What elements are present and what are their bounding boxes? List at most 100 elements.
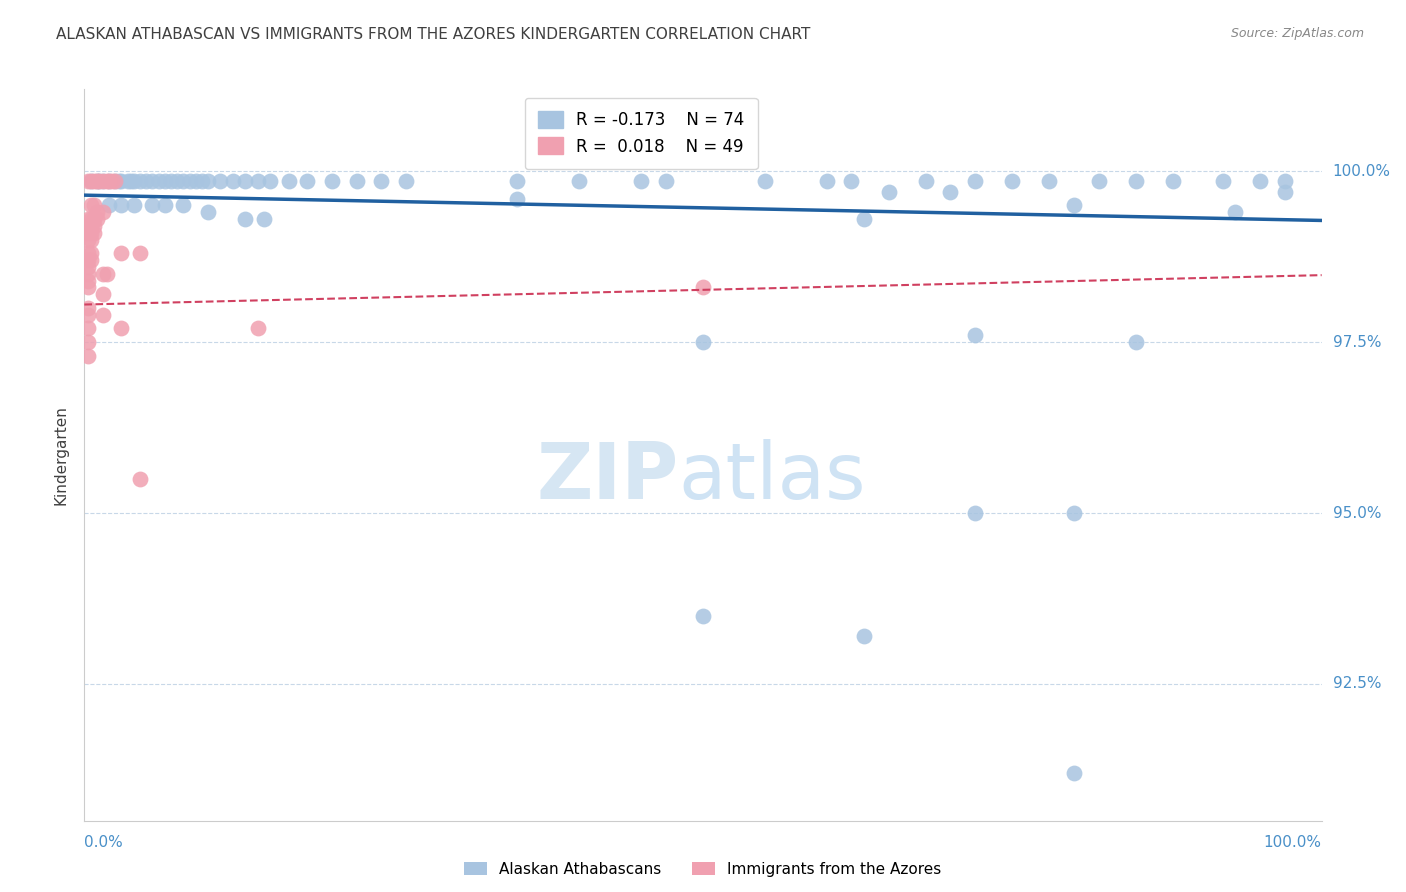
Point [89, 174, 111, 188]
Text: 97.5%: 97.5% [1333, 334, 1381, 350]
Point [79, 212, 101, 227]
Point [77, 274, 100, 288]
Point [1212, 174, 1234, 188]
Point [184, 174, 207, 188]
Point [153, 198, 176, 212]
Text: ZIP: ZIP [536, 439, 678, 515]
Point [321, 174, 343, 188]
Point [209, 174, 232, 188]
Point [233, 212, 256, 227]
Point [110, 321, 132, 335]
Point [77, 246, 100, 260]
Point [1161, 174, 1184, 188]
Point [86, 174, 108, 188]
Point [77, 174, 100, 188]
Point [815, 174, 838, 188]
Point [1001, 174, 1024, 188]
Text: atlas: atlas [678, 439, 866, 515]
Point [86, 174, 108, 188]
Point [233, 174, 256, 188]
Point [259, 174, 281, 188]
Point [83, 174, 105, 188]
Point [110, 246, 132, 260]
Point [77, 280, 100, 294]
Point [91, 287, 114, 301]
Point [1125, 174, 1147, 188]
Point [179, 174, 201, 188]
Point [197, 205, 219, 219]
Point [246, 174, 269, 188]
Point [117, 174, 139, 188]
Point [965, 506, 987, 520]
Text: 95.0%: 95.0% [1333, 506, 1381, 521]
Point [852, 212, 875, 227]
Text: 100.0%: 100.0% [1333, 164, 1391, 178]
Legend: Alaskan Athabascans, Immigrants from the Azores: Alaskan Athabascans, Immigrants from the… [457, 854, 949, 884]
Point [91, 174, 114, 188]
Point [841, 174, 863, 188]
Point [83, 212, 105, 227]
Point [79, 198, 101, 212]
Point [153, 174, 176, 188]
Point [77, 226, 100, 240]
Point [506, 192, 529, 206]
Point [939, 185, 962, 199]
Point [1063, 506, 1085, 520]
Point [79, 219, 101, 233]
Point [222, 174, 245, 188]
Point [100, 174, 122, 188]
Point [77, 233, 100, 247]
Point [166, 174, 188, 188]
Point [77, 308, 100, 322]
Point [98, 198, 121, 212]
Point [370, 174, 392, 188]
Point [98, 174, 121, 188]
Point [1088, 174, 1111, 188]
Point [655, 174, 678, 188]
Point [91, 174, 114, 188]
Point [108, 174, 131, 188]
Point [104, 174, 127, 188]
Point [120, 174, 142, 188]
Point [395, 174, 418, 188]
Point [79, 174, 101, 188]
Point [1063, 198, 1085, 212]
Point [77, 335, 100, 350]
Point [692, 335, 714, 350]
Point [630, 174, 652, 188]
Point [1038, 174, 1060, 188]
Point [104, 174, 127, 188]
Point [148, 174, 170, 188]
Point [110, 198, 132, 212]
Legend: R = -0.173    N = 74, R =  0.018    N = 49: R = -0.173 N = 74, R = 0.018 N = 49 [524, 97, 758, 169]
Y-axis label: Kindergarten: Kindergarten [53, 405, 69, 505]
Point [79, 253, 101, 268]
Point [346, 174, 368, 188]
Point [754, 174, 776, 188]
Point [141, 174, 163, 188]
Point [1063, 765, 1085, 780]
Point [141, 198, 163, 212]
Point [1223, 205, 1246, 219]
Point [77, 301, 100, 315]
Point [91, 308, 114, 322]
Point [1274, 185, 1296, 199]
Point [91, 267, 114, 281]
Point [1249, 174, 1271, 188]
Point [568, 174, 591, 188]
Text: 92.5%: 92.5% [1333, 676, 1381, 691]
Point [277, 174, 299, 188]
Point [77, 212, 100, 227]
Point [77, 253, 100, 268]
Point [914, 174, 936, 188]
Point [79, 246, 101, 260]
Point [129, 246, 152, 260]
Point [129, 472, 152, 486]
Text: 0.0%: 0.0% [84, 835, 124, 850]
Point [197, 174, 219, 188]
Point [77, 321, 100, 335]
Point [246, 321, 269, 335]
Point [83, 198, 105, 212]
Point [79, 174, 101, 188]
Point [253, 212, 276, 227]
